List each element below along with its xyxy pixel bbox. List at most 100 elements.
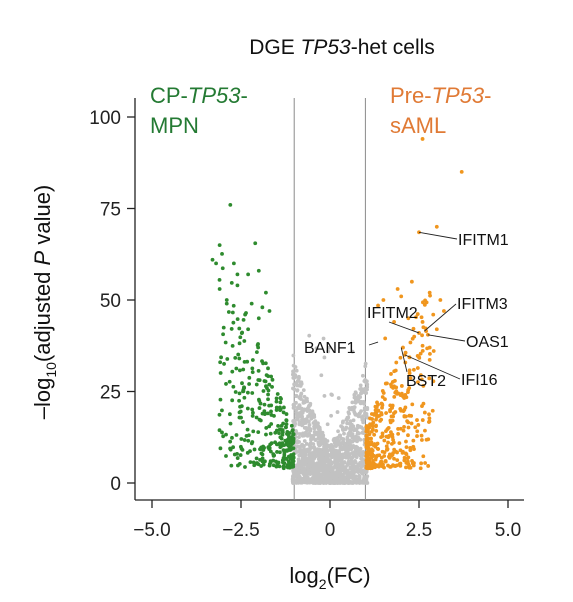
ns-point xyxy=(337,449,342,454)
up-point xyxy=(369,463,374,468)
ns-point xyxy=(312,468,317,473)
ns-point xyxy=(321,472,325,476)
down-point xyxy=(268,442,273,447)
ns-point xyxy=(332,452,336,457)
up-point xyxy=(366,460,371,465)
up-point xyxy=(398,355,403,360)
up-point xyxy=(418,351,423,356)
up-point xyxy=(420,333,424,338)
ns-point xyxy=(291,475,296,480)
ns-point xyxy=(316,475,320,480)
up-point xyxy=(375,415,379,419)
ns-point xyxy=(294,408,299,413)
ns-point xyxy=(312,415,317,419)
up-point xyxy=(365,438,369,443)
ns-point xyxy=(340,420,345,425)
y-axis-title: –log10(adjusted P value) xyxy=(30,185,59,420)
down-point xyxy=(288,456,293,461)
down-highlight-point xyxy=(249,301,254,306)
ns-point xyxy=(345,415,350,420)
ns-point xyxy=(295,388,300,393)
ns-point xyxy=(315,448,319,452)
down-point xyxy=(247,375,252,380)
ns-point xyxy=(359,409,363,414)
down-point xyxy=(266,397,270,402)
ns-point xyxy=(312,445,316,450)
down-point xyxy=(260,459,265,464)
up-highlight-point xyxy=(381,298,386,302)
ns-point xyxy=(303,431,307,436)
down-point xyxy=(230,369,235,374)
down-point xyxy=(278,442,283,447)
ns-point xyxy=(346,459,351,464)
down-highlight-point xyxy=(224,298,229,302)
up-point xyxy=(393,390,398,395)
ns-point xyxy=(321,481,326,485)
down-point xyxy=(245,427,250,432)
down-point xyxy=(231,445,236,450)
ns-point xyxy=(358,383,363,388)
ns-point xyxy=(357,452,362,457)
ns-point xyxy=(327,474,332,479)
ns-point xyxy=(322,355,327,360)
ns-point xyxy=(313,453,318,458)
up-highlight-point xyxy=(438,298,443,302)
ns-point xyxy=(302,468,307,473)
ns-point xyxy=(329,468,334,473)
ns-point xyxy=(343,451,347,456)
down-point xyxy=(235,456,240,460)
down-point xyxy=(248,449,252,454)
ns-point xyxy=(317,467,322,471)
down-point xyxy=(234,366,239,371)
ns-point xyxy=(333,441,338,446)
up-point xyxy=(422,302,427,307)
up-point xyxy=(372,454,377,458)
ns-point xyxy=(338,464,343,468)
up-point xyxy=(391,463,395,468)
ns-point xyxy=(363,378,368,382)
down-point xyxy=(250,407,255,412)
ns-point xyxy=(350,464,355,468)
up-point xyxy=(415,418,419,422)
ns-point xyxy=(336,396,341,400)
ns-point xyxy=(342,476,347,481)
ns-point xyxy=(291,405,296,410)
up-point xyxy=(374,428,379,433)
down-highlight-point xyxy=(256,268,261,273)
down-point xyxy=(270,384,274,389)
ns-point xyxy=(299,397,303,401)
ns-point xyxy=(291,480,296,485)
annotation-label: BST2 xyxy=(406,373,446,390)
up-point xyxy=(420,404,424,408)
ns-point xyxy=(311,472,316,477)
ns-point xyxy=(302,453,307,457)
down-point xyxy=(227,379,232,384)
ns-point xyxy=(346,410,351,415)
down-point xyxy=(268,449,273,454)
down-point xyxy=(242,339,247,343)
down-point xyxy=(264,426,269,430)
down-point xyxy=(251,429,256,434)
down-highlight-point xyxy=(253,241,258,246)
up-point xyxy=(393,410,398,414)
ns-point xyxy=(335,410,340,414)
up-point xyxy=(427,420,431,424)
ns-point xyxy=(350,400,355,405)
ns-point xyxy=(296,468,301,473)
ns-point xyxy=(326,349,331,354)
down-point xyxy=(287,431,292,435)
ns-point xyxy=(327,345,332,350)
down-point xyxy=(229,327,234,331)
down-point xyxy=(261,444,265,449)
down-point xyxy=(229,280,234,285)
ns-point xyxy=(327,460,332,465)
ns-point xyxy=(294,368,299,373)
ns-point xyxy=(319,461,323,466)
down-point xyxy=(270,377,275,382)
down-highlight-point xyxy=(228,202,233,207)
ns-point xyxy=(301,388,306,393)
up-highlight-point xyxy=(434,224,439,229)
up-point xyxy=(410,336,415,341)
up-point xyxy=(372,432,377,437)
annotation-leader xyxy=(418,231,458,240)
